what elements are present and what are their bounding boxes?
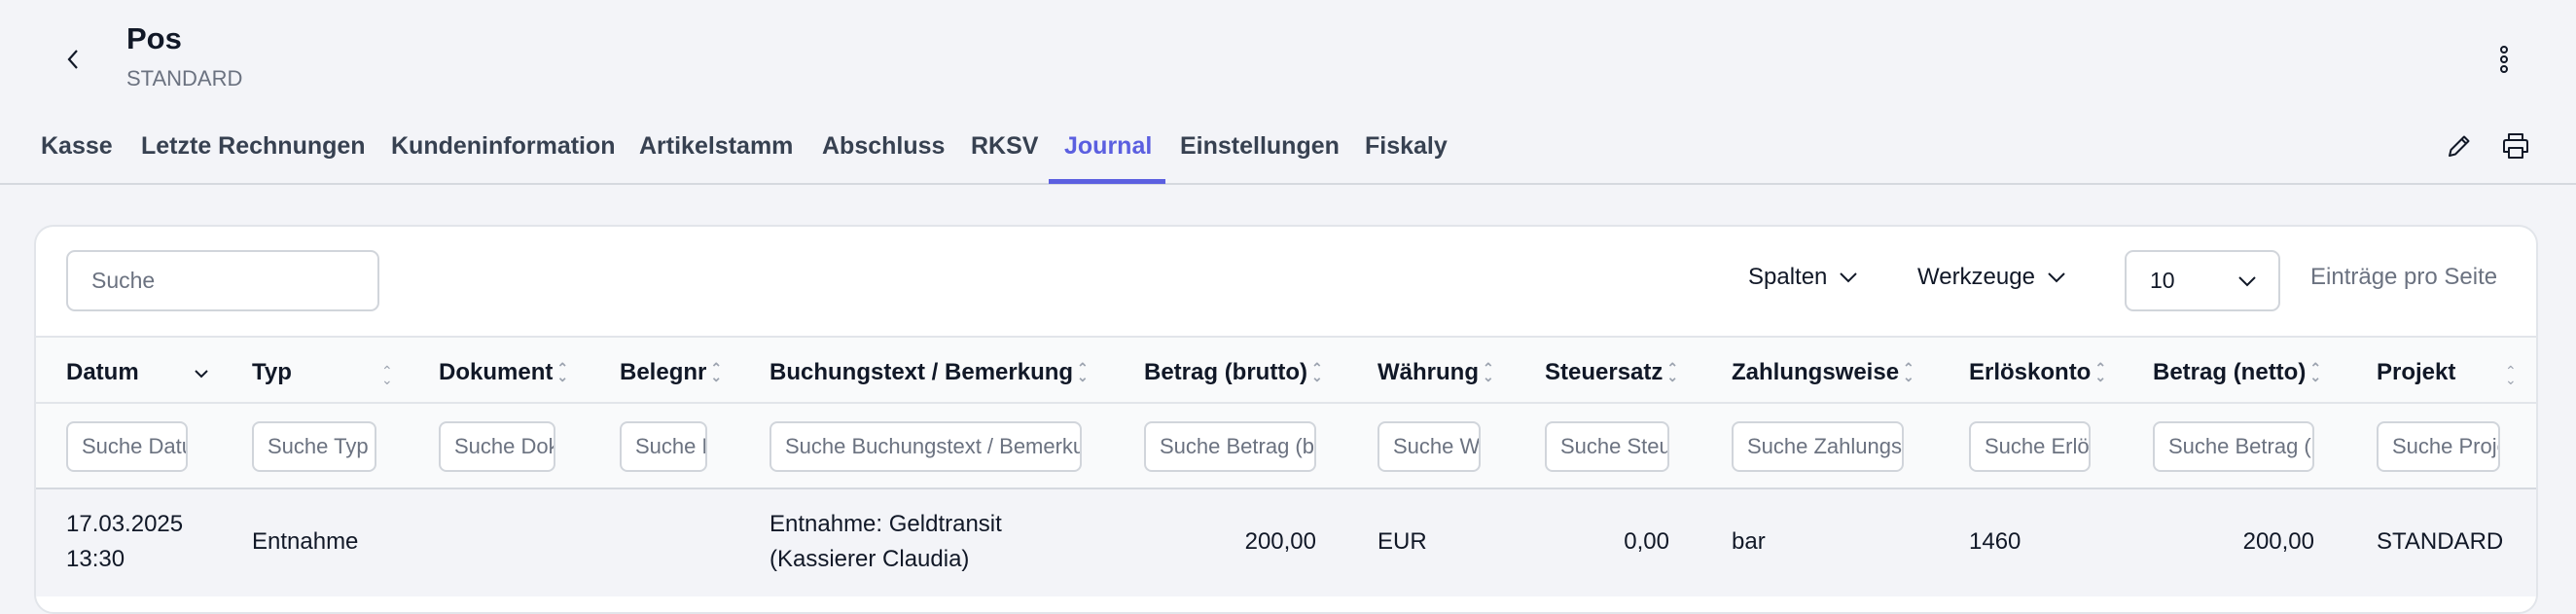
column-label: Projekt bbox=[2377, 359, 2456, 385]
columns-button[interactable]: Spalten bbox=[1748, 264, 1858, 291]
column-header-projekt[interactable]: Projekt bbox=[2377, 359, 2455, 386]
sort-icon[interactable]: ⌃ ⌄ bbox=[1666, 360, 1679, 384]
chevron-left-icon bbox=[67, 50, 78, 69]
column-header-datum[interactable]: Datum bbox=[66, 359, 139, 386]
cell-projekt: STANDARD bbox=[2377, 528, 2504, 555]
page-size-label: Einträge pro Seite bbox=[2310, 264, 2498, 290]
cell-steuersatz: 0,00 bbox=[1624, 528, 1669, 555]
column-header-waehrung[interactable]: Währung ⌃ ⌄ bbox=[1377, 359, 1494, 386]
filter-betrag-netto-input[interactable]: Suche Betrag (netto) bbox=[2153, 421, 2314, 472]
back-button[interactable] bbox=[58, 43, 88, 76]
filter-dokument-input[interactable]: Suche Dokument bbox=[439, 421, 555, 472]
cell-waehrung: EUR bbox=[1377, 528, 1427, 555]
table-header-row: Datum Typ ⌃ ⌄ Dokument ⌃ ⌄ Belegnr ⌃ ⌄ Buchun… bbox=[36, 336, 2536, 404]
printer-icon bbox=[2503, 133, 2528, 159]
sort-icon[interactable]: ⌃ ⌄ bbox=[381, 363, 393, 387]
column-label: Währung bbox=[1377, 359, 1479, 385]
filter-waehrung-input[interactable]: Suche Währung bbox=[1377, 421, 1481, 472]
filter-buchungstext-input[interactable]: Suche Buchungstext / Bemerkung bbox=[769, 421, 1082, 472]
tab-divider bbox=[0, 183, 2576, 185]
text-line: (Kassierer Claudia) bbox=[769, 546, 970, 572]
column-header-typ[interactable]: Typ bbox=[252, 359, 292, 386]
tab-rksv[interactable]: RKSV bbox=[971, 132, 1039, 160]
column-header-zahlungsweise[interactable]: Zahlungsweise ⌃ ⌄ bbox=[1732, 359, 1914, 386]
tab-journal[interactable]: Journal bbox=[1064, 132, 1153, 160]
sort-icon[interactable]: ⌃ ⌄ bbox=[2505, 363, 2517, 387]
date-text: 17.03.2025 bbox=[66, 511, 184, 537]
column-header-buchungstext[interactable]: Buchungstext / Bemerkung ⌃ ⌄ bbox=[769, 359, 1089, 386]
page-subtitle: STANDARD bbox=[126, 66, 243, 90]
filter-belegnr-input[interactable]: Suche Belegnr bbox=[620, 421, 707, 472]
sort-icon[interactable]: ⌃ ⌄ bbox=[1310, 360, 1323, 384]
cell-betrag-brutto: 200,00 bbox=[1244, 528, 1316, 555]
column-header-erloeskonto[interactable]: Erlöskonto ⌃ ⌄ bbox=[1969, 359, 2106, 386]
filter-projekt-input[interactable]: Suche Projekt bbox=[2377, 421, 2500, 472]
filter-betrag-brutto-input[interactable]: Suche Betrag (brutto) bbox=[1144, 421, 1316, 472]
sort-icon[interactable]: ⌃ ⌄ bbox=[1482, 360, 1494, 384]
columns-label: Spalten bbox=[1748, 264, 1828, 290]
cell-datum: 17.03.2025 13:30 bbox=[66, 507, 183, 577]
tab-kasse[interactable]: Kasse bbox=[41, 132, 113, 160]
column-label: Datum bbox=[66, 359, 139, 385]
time-text: 13:30 bbox=[66, 546, 125, 572]
sort-icon[interactable]: ⌃ ⌄ bbox=[1903, 360, 1914, 384]
tab-fiskaly[interactable]: Fiskaly bbox=[1365, 132, 1448, 160]
cell-buchungstext: Entnahme: Geldtransit (Kassierer Claudia) bbox=[769, 507, 1002, 577]
edit-button[interactable] bbox=[2444, 130, 2475, 162]
tab-kundeninformation[interactable]: Kundeninformation bbox=[391, 132, 616, 160]
text-line: Entnahme: Geldtransit bbox=[769, 511, 1002, 537]
cell-erloeskonto: 1460 bbox=[1969, 528, 2021, 555]
page-size-value: 10 bbox=[2150, 268, 2175, 293]
column-header-betrag-netto[interactable]: Betrag (netto) ⌃ ⌄ bbox=[2153, 359, 2321, 386]
column-label: Belegnr bbox=[620, 359, 707, 385]
chevron-down-icon bbox=[2048, 272, 2065, 283]
column-label: Typ bbox=[252, 359, 292, 385]
filter-datum-input[interactable]: Suche Datum bbox=[66, 421, 188, 472]
column-label: Zahlungsweise bbox=[1732, 359, 1900, 385]
column-header-dokument[interactable]: Dokument ⌃ ⌄ bbox=[439, 359, 568, 386]
table-row[interactable]: 17.03.2025 13:30 Entnahme Entnahme: Geldt… bbox=[36, 489, 2536, 596]
page-size-select[interactable]: 10 bbox=[2125, 250, 2280, 311]
filter-erloeskonto-input[interactable]: Suche Erlöskonto bbox=[1969, 421, 2091, 472]
chevron-down-icon bbox=[1840, 272, 1858, 283]
cell-zahlungsweise: bar bbox=[1732, 528, 1766, 555]
sort-icon[interactable]: ⌃ ⌄ bbox=[2094, 360, 2107, 384]
chevron-down-icon bbox=[2238, 275, 2256, 286]
filter-row: Suche Datum Suche Typ Suche Dokument Suc… bbox=[36, 404, 2536, 489]
active-tab-indicator bbox=[1049, 179, 1165, 184]
column-label: Betrag (brutto) bbox=[1144, 359, 1307, 385]
column-header-belegnr[interactable]: Belegnr ⌃ ⌄ bbox=[620, 359, 722, 386]
more-options-button[interactable] bbox=[2492, 43, 2516, 76]
kebab-menu-icon bbox=[2500, 46, 2508, 73]
journal-table-card: Suche Spalten Werkzeuge 10 Einträge pro … bbox=[34, 225, 2538, 614]
cell-typ: Entnahme bbox=[252, 528, 359, 555]
tab-einstellungen[interactable]: Einstellungen bbox=[1180, 132, 1340, 160]
filter-zahlungsweise-input[interactable]: Suche Zahlungsweise bbox=[1732, 421, 1904, 472]
column-label: Erlöskonto bbox=[1969, 359, 2092, 385]
tab-letzte-rechnungen[interactable]: Letzte Rechnungen bbox=[141, 132, 366, 160]
filter-steuersatz-input[interactable]: Suche Steuersatz bbox=[1545, 421, 1669, 472]
column-label: Betrag (netto) bbox=[2153, 359, 2307, 385]
sort-icon[interactable]: ⌃ ⌄ bbox=[1077, 360, 1089, 384]
search-input[interactable]: Suche bbox=[66, 250, 379, 311]
page-title: Pos bbox=[126, 21, 182, 55]
print-button[interactable] bbox=[2499, 130, 2532, 162]
sort-icon[interactable]: ⌃ ⌄ bbox=[710, 360, 723, 384]
filter-typ-input[interactable]: Suche Typ bbox=[252, 421, 376, 472]
sort-icon[interactable]: ⌃ ⌄ bbox=[2309, 360, 2322, 384]
pencil-icon bbox=[2449, 135, 2470, 157]
tab-abschluss[interactable]: Abschluss bbox=[822, 132, 946, 160]
column-header-betrag-brutto[interactable]: Betrag (brutto) ⌃ ⌄ bbox=[1144, 359, 1323, 386]
column-label: Dokument bbox=[439, 359, 554, 385]
column-header-steuersatz[interactable]: Steuersatz ⌃ ⌄ bbox=[1545, 359, 1678, 386]
tools-label: Werkzeuge bbox=[1917, 264, 2035, 290]
cell-betrag-netto: 200,00 bbox=[2242, 528, 2314, 555]
sort-icon[interactable]: ⌃ ⌄ bbox=[556, 360, 569, 384]
tab-artikelstamm[interactable]: Artikelstamm bbox=[639, 132, 794, 160]
column-label: Buchungstext / Bemerkung bbox=[769, 359, 1074, 385]
sort-desc-icon[interactable] bbox=[194, 369, 209, 379]
column-label: Steuersatz bbox=[1545, 359, 1664, 385]
tools-button[interactable]: Werkzeuge bbox=[1917, 264, 2066, 291]
